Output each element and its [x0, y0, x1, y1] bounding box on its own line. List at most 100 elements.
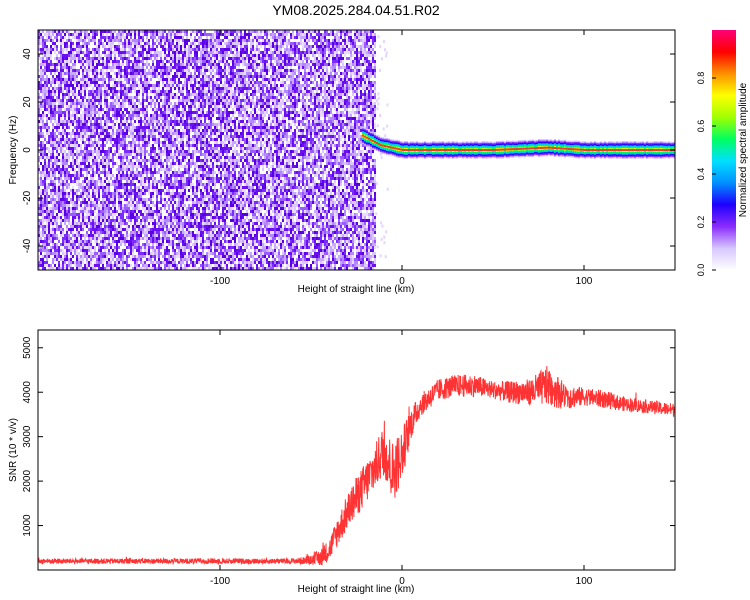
heat-cell — [276, 30, 278, 33]
heat-cell — [268, 105, 270, 108]
heat-cell — [184, 129, 186, 132]
heat-cell — [344, 42, 346, 45]
heat-cell — [346, 102, 348, 105]
heat-cell — [242, 117, 244, 120]
heat-cell — [368, 54, 370, 57]
heat-cell — [170, 90, 172, 93]
heat-cell — [256, 126, 258, 129]
heat-cell — [366, 78, 368, 81]
heat-cell — [334, 72, 336, 75]
heat-cell — [72, 99, 74, 102]
heat-cell — [326, 33, 328, 36]
heat-cell — [84, 135, 86, 138]
heat-cell — [130, 84, 132, 87]
heat-cell — [264, 126, 266, 129]
heat-cell — [46, 114, 48, 117]
heat-cell — [52, 81, 54, 84]
heat-cell — [292, 45, 294, 48]
heat-cell — [104, 102, 106, 105]
heat-cell — [296, 45, 298, 48]
heat-cell — [312, 93, 314, 96]
heat-cell — [246, 96, 248, 99]
heat-cell — [76, 69, 78, 72]
heat-cell — [244, 51, 246, 54]
heat-cell — [48, 108, 50, 111]
heat-cell — [200, 126, 202, 129]
heat-cell — [138, 93, 140, 96]
heat-cell — [276, 87, 278, 90]
heat-cell — [216, 123, 218, 126]
heat-cell — [202, 57, 204, 60]
heat-cell — [202, 90, 204, 93]
heat-cell — [108, 45, 110, 48]
heat-cell — [348, 105, 350, 108]
heat-cell — [226, 30, 228, 33]
heat-cell — [138, 99, 140, 102]
heat-cell — [346, 30, 348, 33]
heat-cell — [162, 90, 164, 93]
heat-cell — [248, 54, 250, 57]
heat-cell — [332, 45, 334, 48]
heat-cell — [374, 129, 376, 132]
heat-cell — [116, 84, 118, 87]
heat-cell — [242, 129, 244, 132]
heat-cell — [58, 81, 60, 84]
heat-cell — [152, 132, 154, 135]
heat-cell — [180, 57, 182, 60]
heat-cell — [126, 117, 128, 120]
heat-cell — [264, 78, 266, 81]
heat-cell — [134, 105, 136, 108]
heat-cell — [130, 69, 132, 72]
heat-cell — [122, 102, 124, 105]
heat-cell — [110, 30, 112, 33]
heat-cell — [192, 111, 194, 114]
heat-cell — [76, 111, 78, 114]
heat-cell — [270, 81, 272, 84]
heat-cell — [276, 108, 278, 111]
heat-cell — [84, 108, 86, 111]
heat-cell — [122, 90, 124, 93]
heat-cell — [304, 123, 306, 126]
heat-cell — [334, 60, 336, 63]
heat-cell — [296, 120, 298, 123]
heat-cell — [334, 114, 336, 117]
heat-cell — [340, 33, 342, 36]
heat-cell — [178, 105, 180, 108]
heat-cell — [108, 102, 110, 105]
heat-cell — [192, 30, 194, 33]
heat-cell — [198, 42, 200, 45]
heat-cell — [212, 33, 214, 36]
heat-cell — [308, 129, 310, 132]
heat-cell — [118, 105, 120, 108]
heat-cell — [224, 48, 226, 51]
heat-cell — [348, 87, 350, 90]
heat-cell — [370, 75, 372, 78]
heat-cell — [126, 39, 128, 42]
heat-cell — [140, 66, 142, 69]
heat-cell — [66, 81, 68, 84]
heat-cell — [372, 108, 374, 111]
heat-cell — [324, 123, 326, 126]
heat-cell — [80, 57, 82, 60]
heat-cell — [206, 45, 208, 48]
heat-cell — [198, 96, 200, 99]
heat-cell — [104, 114, 106, 117]
heat-cell — [250, 39, 252, 42]
heat-cell — [334, 126, 336, 129]
heat-cell — [70, 39, 72, 42]
heat-cell — [336, 99, 338, 102]
heat-cell — [254, 120, 256, 123]
heat-cell — [144, 105, 146, 108]
heat-cell — [204, 66, 206, 69]
heat-cell — [194, 36, 196, 39]
heat-cell — [312, 69, 314, 72]
heat-cell — [242, 135, 244, 138]
heat-cell — [278, 93, 280, 96]
heat-cell — [274, 36, 276, 39]
heat-cell — [302, 78, 304, 81]
heat-cell — [236, 48, 238, 51]
heat-cell — [70, 42, 72, 45]
heat-cell — [162, 48, 164, 51]
heat-cell — [78, 51, 80, 54]
heat-cell — [330, 93, 332, 96]
